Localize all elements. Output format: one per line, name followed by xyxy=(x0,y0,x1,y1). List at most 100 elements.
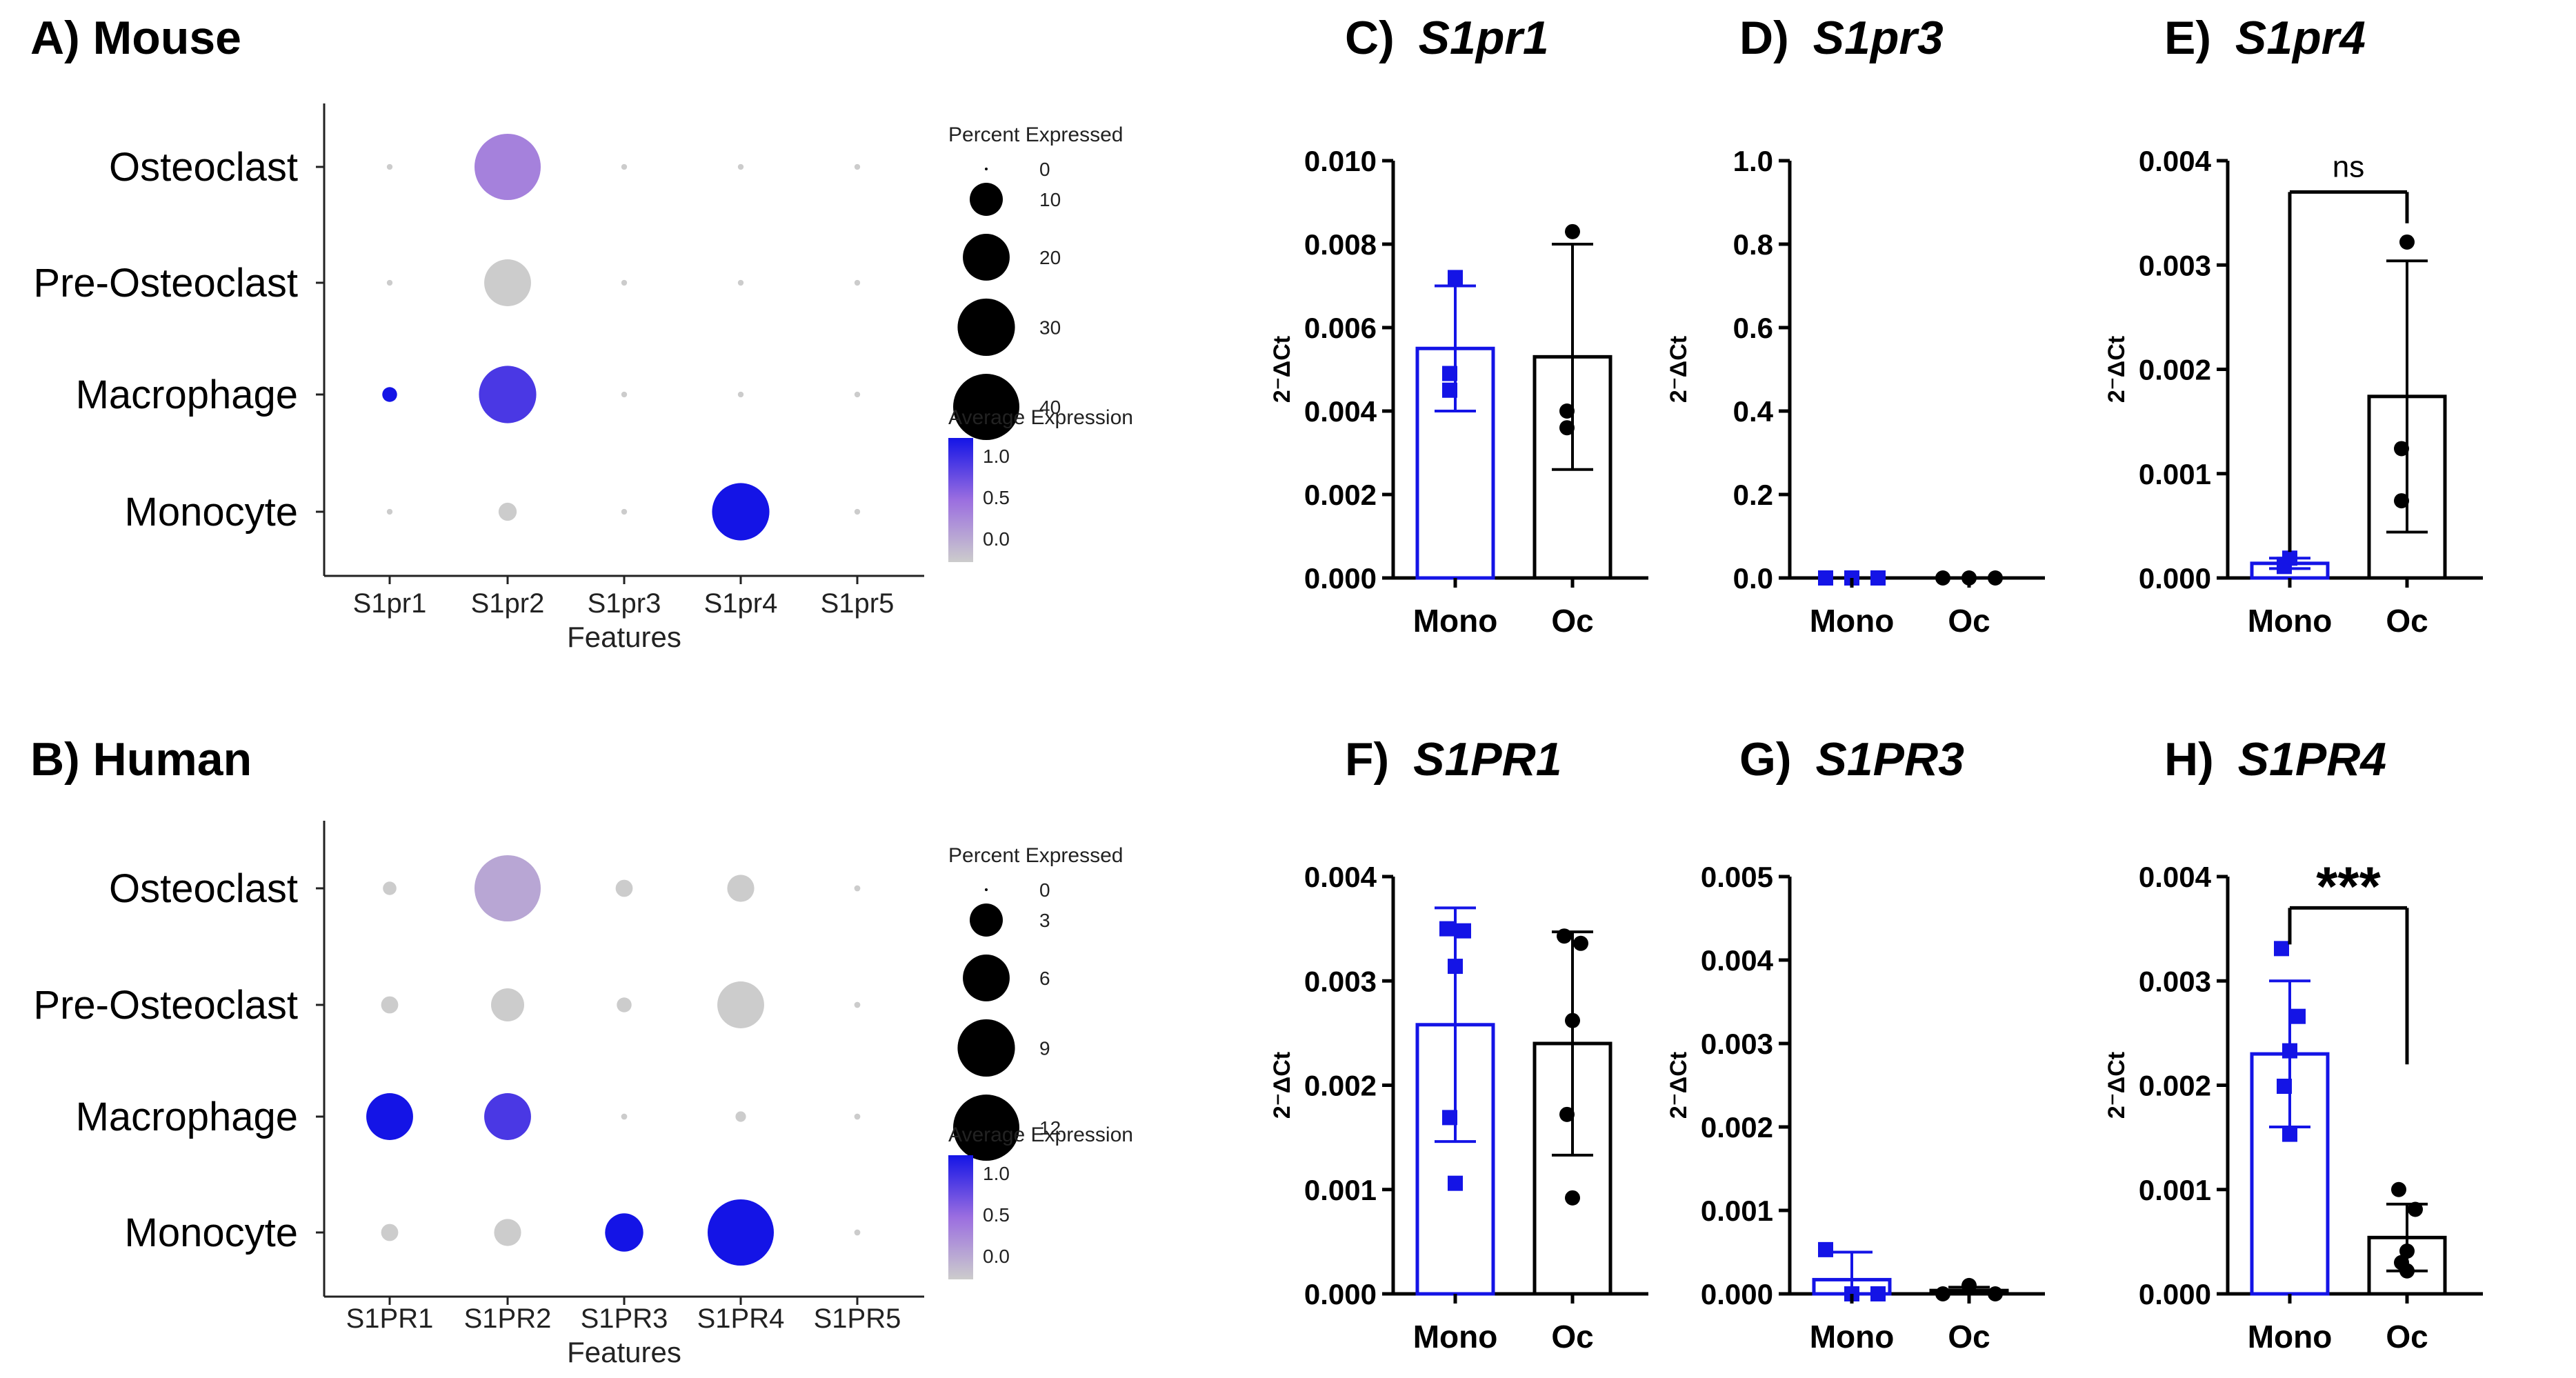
dot xyxy=(621,163,628,170)
color-legend-tick: 0.0 xyxy=(983,1246,1010,1267)
dot xyxy=(854,163,861,170)
data-point xyxy=(1988,570,2003,586)
data-point xyxy=(1448,270,1463,286)
size-legend-label: 6 xyxy=(1039,968,1050,989)
dot xyxy=(621,279,628,286)
dot xyxy=(617,997,632,1012)
size-legend-dot xyxy=(957,1019,1015,1077)
y-tick-label: 0.8 xyxy=(1733,228,1773,261)
dot xyxy=(386,279,393,286)
data-point xyxy=(1870,1286,1886,1301)
y-tick-label: 0.003 xyxy=(2139,965,2211,997)
y-tick-label: 0.6 xyxy=(1733,312,1773,344)
feature-label: S1PR5 xyxy=(814,1304,901,1334)
y-tick-label: 0.004 xyxy=(1701,944,1774,977)
dot xyxy=(854,1113,861,1120)
dot xyxy=(494,1219,521,1246)
feature-label: S1pr3 xyxy=(588,588,661,619)
y-tick-label: 0.000 xyxy=(2139,562,2211,595)
size-legend-label: 40 xyxy=(1039,397,1061,418)
dotplot-mouse: Osteoclast Pre-Osteoclast Macrophage Monocy… xyxy=(33,103,1133,653)
size-legend-label: 3 xyxy=(1039,910,1050,931)
color-legend-tick: 1.0 xyxy=(983,446,1010,467)
data-point xyxy=(2394,493,2409,509)
dot xyxy=(382,387,397,402)
dot xyxy=(386,163,393,170)
y-tick-label: 0.000 xyxy=(2139,1278,2211,1310)
category-label: Mono xyxy=(1810,603,1895,639)
data-point xyxy=(2282,1043,2297,1059)
category-label: Oc xyxy=(1551,603,1593,639)
dot xyxy=(712,483,770,541)
dot xyxy=(737,279,744,286)
color-legend-tick: 0.5 xyxy=(983,1204,1010,1226)
dot xyxy=(854,885,861,892)
significance-label: *** xyxy=(2316,855,2381,917)
y-tick-label: 0.000 xyxy=(1701,1278,1773,1310)
category-label: Oc xyxy=(1948,603,1990,639)
y-axis-title: 2⁻ΔCt xyxy=(1269,1052,1295,1119)
data-point xyxy=(1988,1286,2003,1301)
data-point xyxy=(1559,420,1575,436)
y-tick-label: 0.002 xyxy=(2139,1070,2211,1102)
data-point xyxy=(1557,928,1572,944)
color-legend-bar xyxy=(948,1155,973,1279)
y-axis-title: 2⁻ΔCt xyxy=(1666,336,1692,403)
panel-e-title: E) S1pr4 xyxy=(2164,12,2366,64)
category-label: Oc xyxy=(2386,603,2428,639)
dot xyxy=(484,1093,531,1140)
row-label: Pre-Osteoclast xyxy=(33,983,298,1028)
y-tick-label: 0.002 xyxy=(1701,1111,1773,1144)
feature-label: S1pr4 xyxy=(704,588,778,619)
data-point xyxy=(2274,941,2289,957)
panel-e-letter: E) xyxy=(2164,12,2211,64)
size-legend-label: 12 xyxy=(1039,1117,1061,1139)
data-point xyxy=(1818,1241,1833,1257)
y-tick-label: 0.003 xyxy=(2139,249,2211,281)
panel-h-gene: S1PR4 xyxy=(2238,733,2386,786)
dot xyxy=(708,1199,774,1266)
data-point xyxy=(2277,1079,2292,1095)
size-legend-dot xyxy=(985,888,988,891)
color-legend-tick: 1.0 xyxy=(983,1163,1010,1184)
data-point xyxy=(2282,1126,2297,1142)
y-axis-title: 2⁻ΔCt xyxy=(1666,1052,1692,1119)
row-label: Osteoclast xyxy=(109,866,298,911)
data-point xyxy=(1442,382,1457,398)
y-tick-label: 0.000 xyxy=(1304,562,1377,595)
dot xyxy=(621,391,628,398)
y-tick-label: 0.005 xyxy=(1701,861,1773,893)
category-label: Oc xyxy=(1551,1319,1593,1355)
data-point xyxy=(1961,1277,1977,1293)
row-label: Monocyte xyxy=(125,490,298,535)
dot xyxy=(854,391,861,398)
feature-label: S1pr2 xyxy=(471,588,545,619)
dot xyxy=(386,508,393,515)
panel-f-gene: S1PR1 xyxy=(1413,733,1561,786)
y-tick-label: 0.003 xyxy=(1701,1028,1773,1060)
category-label: Mono xyxy=(2248,603,2333,639)
dot xyxy=(498,502,517,521)
barchart-d: 0.0 0.2 0.4 0.6 0.8 1.0 2⁻ΔCt Mono Oc xyxy=(1666,145,2045,639)
panel-c-letter: C) xyxy=(1345,12,1395,64)
dot xyxy=(484,259,531,306)
significance-label: ns xyxy=(2333,150,2364,183)
y-tick-label: 0.003 xyxy=(1304,965,1377,997)
panel-h-title: H) S1PR4 xyxy=(2164,733,2386,786)
dot xyxy=(605,1213,643,1252)
size-legend-dot xyxy=(970,183,1003,216)
y-tick-label: 0.001 xyxy=(1701,1195,1773,1227)
data-point xyxy=(1935,1286,1950,1301)
dot xyxy=(366,1093,413,1140)
panel-e-gene: S1pr4 xyxy=(2235,12,2366,64)
dot xyxy=(854,1001,861,1008)
feature-label: S1PR3 xyxy=(581,1304,668,1334)
y-tick-label: 0.004 xyxy=(2139,861,2212,893)
panel-h-letter: H) xyxy=(2164,733,2214,786)
row-label: Monocyte xyxy=(125,1210,298,1255)
data-point xyxy=(1573,935,1588,951)
category-label: Oc xyxy=(2386,1319,2428,1355)
feature-label: S1PR4 xyxy=(697,1304,785,1334)
y-tick-label: 0.001 xyxy=(1304,1174,1377,1206)
dotplot-human: Osteoclast Pre-Osteoclast Macrophage Monocy… xyxy=(33,821,1133,1368)
